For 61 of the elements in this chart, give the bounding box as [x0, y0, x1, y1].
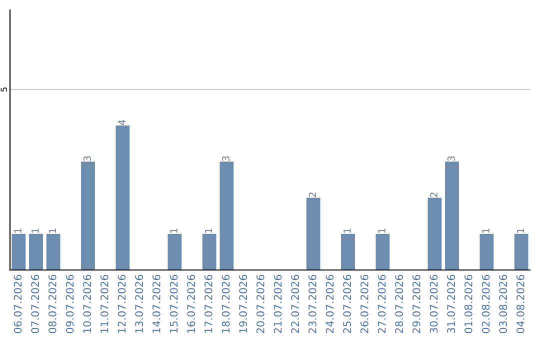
bar	[46, 234, 60, 270]
x-tick-label: 30.07.2026	[430, 274, 438, 334]
bar	[116, 126, 130, 270]
data-label: 2	[430, 192, 438, 198]
x-tick-label: 12.07.2026	[118, 274, 126, 333]
bar	[514, 234, 528, 270]
x-tick-label: 29.07.2026	[412, 274, 420, 334]
data-label: 1	[378, 228, 386, 233]
bar	[480, 234, 494, 270]
x-tick-label: 02.08.2026	[482, 274, 490, 334]
bar	[445, 162, 459, 270]
bar	[29, 234, 43, 270]
x-tick-label: 03.08.2026	[499, 274, 508, 334]
x-tick-label: 24.07.2026	[326, 274, 334, 334]
bar	[12, 234, 26, 270]
x-tick-label: 10.07.2026	[83, 274, 92, 333]
bar	[81, 162, 95, 270]
x-tick-label: 01.08.2026	[464, 274, 472, 334]
data-label: 1	[14, 228, 22, 233]
x-tick-label: 25.07.2026	[343, 274, 352, 334]
bar	[202, 234, 216, 270]
x-tick-label: 31.07.2026	[447, 274, 456, 334]
x-tick-label: 22.07.2026	[291, 274, 300, 334]
data-label: 2	[308, 192, 316, 198]
data-label: 1	[204, 228, 212, 233]
data-label: 4	[118, 120, 126, 126]
x-tick-label: 21.07.2026	[274, 274, 282, 334]
y-tick-label: 5	[0, 88, 7, 92]
data-label: 3	[447, 156, 455, 161]
x-tick-label: 14.07.2026	[152, 274, 160, 333]
bar	[220, 162, 234, 270]
data-label: 1	[516, 228, 524, 233]
x-tick-label: 23.07.2026	[308, 274, 316, 334]
data-label: 3	[83, 156, 91, 161]
bar	[168, 234, 182, 270]
x-tick-label: 06.07.2026	[14, 274, 22, 334]
x-tick-label: 11.07.2026	[100, 274, 108, 333]
data-label: 3	[222, 156, 230, 161]
x-tick-label: 07.07.2026	[31, 274, 40, 334]
bar	[428, 198, 442, 270]
x-tick-label: 08.07.2026	[48, 274, 56, 334]
x-tick-label: 20.07.2026	[256, 274, 264, 334]
bar	[376, 234, 390, 270]
data-label: 1	[482, 228, 490, 233]
x-tick-label: 17.07.2026	[204, 274, 212, 333]
x-tick-label: 26.07.2026	[360, 274, 368, 334]
x-tick-label: 13.07.2026	[135, 274, 144, 333]
data-label: 1	[32, 228, 39, 233]
x-tick-label: 19.07.2026	[239, 274, 248, 333]
bar	[306, 198, 320, 270]
x-tick-label: 27.07.2026	[378, 274, 386, 334]
x-tick-label: 09.07.2026	[66, 274, 74, 334]
x-tick-label: 15.07.2026	[170, 274, 178, 333]
x-tick-label: 04.08.2026	[516, 274, 524, 334]
x-tick-label: 16.07.2026	[187, 274, 196, 333]
x-tick-label: 18.07.2026	[222, 274, 230, 333]
x-tick-label: 28.07.2026	[395, 274, 404, 334]
data-label: 1	[48, 228, 56, 233]
data-label: 1	[170, 228, 178, 233]
data-label: 1	[344, 228, 351, 233]
bar	[341, 234, 355, 270]
